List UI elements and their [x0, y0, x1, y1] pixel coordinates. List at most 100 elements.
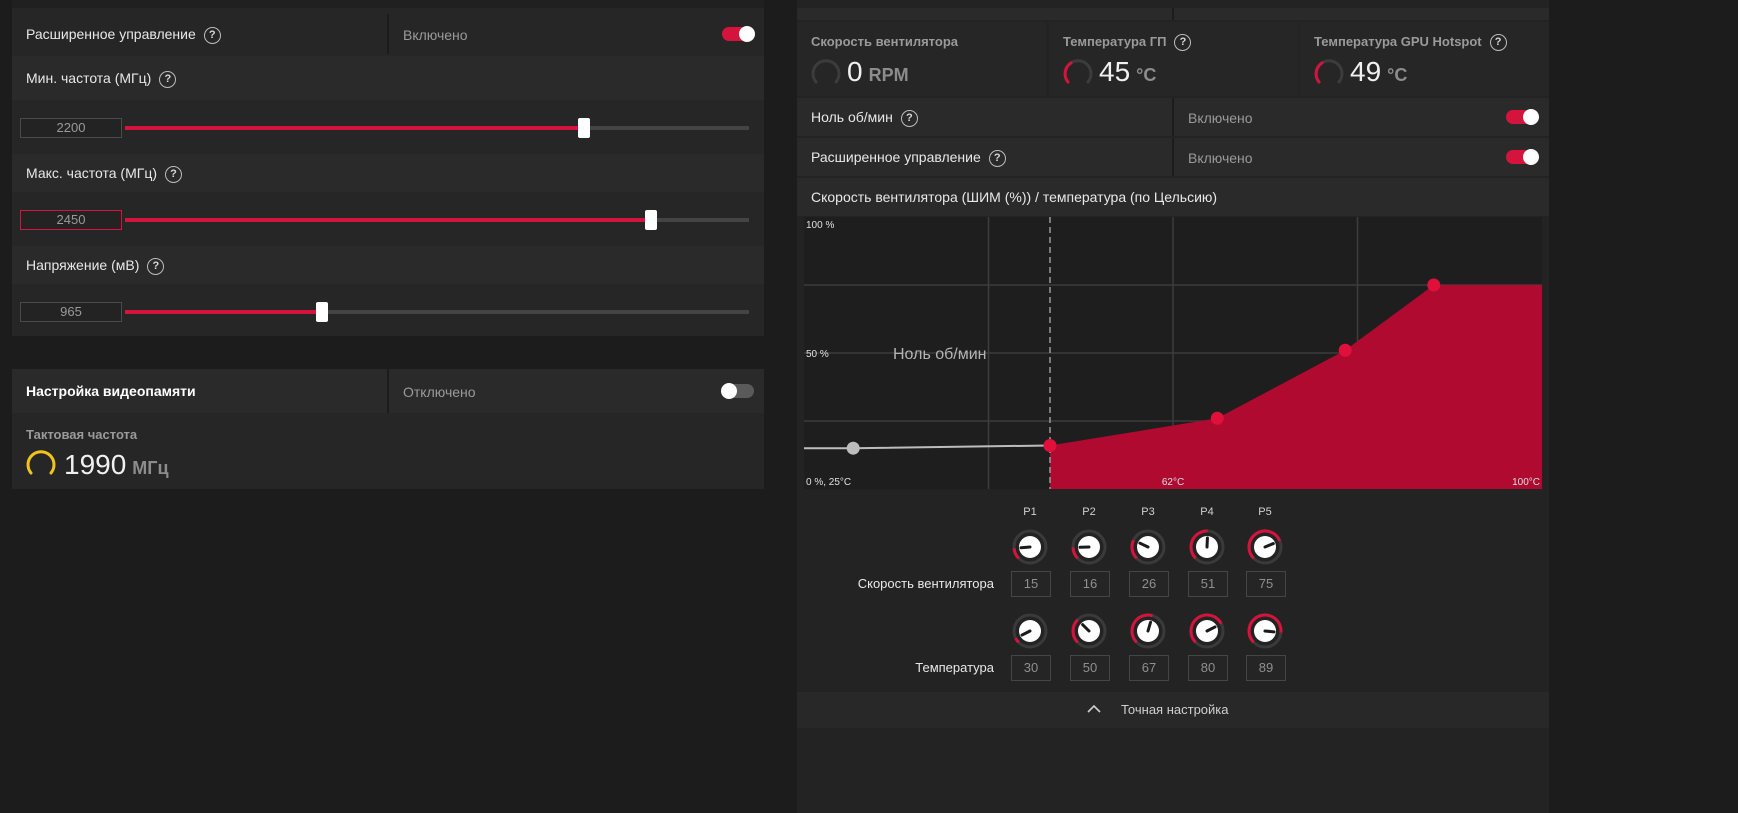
fan-stat-value: 49: [1350, 56, 1382, 87]
slider-thumb[interactable]: [315, 302, 328, 322]
fan-curve-area: [1050, 285, 1542, 489]
divider: [1172, 8, 1174, 20]
zero-rpm-label: Ноль об/мин?: [811, 109, 918, 127]
vram-clock-readout: 1990 МГц: [64, 449, 169, 481]
speed-knob[interactable]: [1069, 527, 1109, 567]
help-icon[interactable]: ?: [159, 70, 177, 88]
curve-point-inactive: [846, 441, 860, 455]
fan-stat-label: Скорость вентилятора: [811, 34, 958, 49]
slider-thumb[interactable]: [645, 210, 658, 230]
fan-stat-unit: °C: [1136, 65, 1157, 85]
advanced-control-label: Расширенное управление?: [26, 26, 221, 44]
advanced-control-row: Расширенное управление? Включено: [12, 14, 764, 54]
temp-knob[interactable]: [1245, 611, 1285, 651]
speed-value-box[interactable]: 51: [1188, 571, 1228, 597]
temp-knob[interactable]: [1069, 611, 1109, 651]
advanced-control-toggle[interactable]: [722, 26, 755, 42]
help-icon[interactable]: ?: [165, 165, 182, 183]
help-icon[interactable]: ?: [900, 109, 918, 127]
stat-gauge-icon: [1314, 59, 1344, 84]
speed-value-box[interactable]: 26: [1129, 571, 1169, 597]
vram-title: Настройка видеопамяти: [26, 383, 196, 399]
divider: [387, 14, 389, 54]
vram-status: Отключено: [403, 384, 476, 400]
min-freq-header: Мин. частота (МГц)?: [12, 56, 764, 100]
help-icon[interactable]: ?: [203, 26, 221, 44]
temp-value-box[interactable]: 80: [1188, 655, 1228, 681]
min-freq-slider[interactable]: [125, 118, 749, 138]
temp-value-box[interactable]: 67: [1129, 655, 1169, 681]
voltage-text: Напряжение (мВ): [26, 257, 140, 273]
advanced-control-text: Расширенное управление: [26, 26, 196, 42]
stat-gauge-icon: [1063, 59, 1093, 84]
speed-row-label: Скорость вентилятора: [857, 576, 994, 591]
fan-curve-title: Скорость вентилятора (ШИМ (%)) / темпера…: [811, 189, 1218, 205]
fan-stat-tile: Температура ГП? 45 °C: [1049, 22, 1298, 96]
divider: [1172, 98, 1174, 136]
fan-stat-label: Температура ГП?: [1063, 34, 1192, 52]
fan-advanced-control-text: Расширенное управление: [811, 149, 981, 165]
speed-value-box[interactable]: 16: [1070, 571, 1110, 597]
x-axis-mid-label: 62°C: [1162, 477, 1184, 488]
min-freq-input[interactable]: 2200: [20, 118, 122, 138]
fine-tune-button[interactable]: Точная настройка: [797, 692, 1549, 728]
vram-clock-label: Тактовая частота: [26, 427, 138, 442]
temp-row-label: Температура: [915, 660, 994, 675]
voltage-slider[interactable]: [125, 302, 749, 322]
speed-knob[interactable]: [1010, 527, 1050, 567]
max-freq-slider[interactable]: [125, 210, 749, 230]
speed-knob[interactable]: [1187, 527, 1227, 567]
fan-stat-label-text: Температура ГП: [1063, 34, 1167, 49]
fan-advanced-control-toggle[interactable]: [1506, 149, 1539, 165]
fan-stat-label-text: Температура GPU Hotspot: [1314, 34, 1482, 49]
fan-stat-unit: °C: [1387, 65, 1408, 85]
voltage-input[interactable]: 965: [20, 302, 122, 322]
temp-value-box[interactable]: 30: [1011, 655, 1051, 681]
temp-knob[interactable]: [1128, 611, 1168, 651]
temp-knob[interactable]: [1187, 611, 1227, 651]
help-icon[interactable]: ?: [1174, 34, 1192, 52]
fan-advanced-control-label: Расширенное управление?: [811, 149, 1006, 167]
vram-toggle[interactable]: [721, 383, 754, 399]
point-header: P3: [1141, 506, 1155, 518]
stat-gauge-icon: [811, 59, 841, 84]
speed-knob[interactable]: [1128, 527, 1168, 567]
temp-knob[interactable]: [1010, 611, 1050, 651]
vram-clock-value: 1990: [64, 449, 127, 480]
y-axis-top-label: 100 %: [806, 220, 834, 231]
min-freq-control: 2200: [12, 102, 764, 152]
advanced-control-status: Включено: [403, 27, 468, 43]
max-freq-label: Макс. частота (МГц)?: [26, 165, 182, 183]
slider-thumb[interactable]: [577, 118, 590, 138]
fan-advanced-control-row: Расширенное управление? Включено: [797, 138, 1549, 176]
x-axis-max-label: 100°C: [1512, 477, 1540, 488]
zero-rpm-status: Включено: [1188, 110, 1253, 126]
speed-knob[interactable]: [1245, 527, 1285, 567]
point-header: P5: [1258, 506, 1272, 518]
y-axis-mid-label: 50 %: [806, 349, 829, 360]
max-freq-input[interactable]: 2450: [20, 210, 122, 230]
point-header: P2: [1082, 506, 1096, 518]
speed-value-box[interactable]: 75: [1246, 571, 1286, 597]
fan-stat-readout: 49 °C: [1350, 56, 1407, 88]
zero-rpm-toggle[interactable]: [1506, 109, 1539, 125]
min-freq-label: Мин. частота (МГц)?: [26, 70, 177, 88]
max-freq-control: 2450: [12, 194, 764, 244]
voltage-control: 965: [12, 286, 764, 336]
panel-top-edge: [12, 0, 764, 8]
fan-stat-tile: Скорость вентилятора 0 RPM: [797, 22, 1046, 96]
vram-header: Настройка видеопамяти Отключено: [12, 369, 764, 413]
fan-curve-chart[interactable]: 100 % 50 % 0 %, 25°C 62°C 100°C Ноль об/мин: [804, 217, 1542, 489]
help-icon[interactable]: ?: [147, 257, 165, 275]
fan-stat-label: Температура GPU Hotspot?: [1314, 34, 1507, 52]
speed-value-box[interactable]: 15: [1011, 571, 1051, 597]
temp-value-box[interactable]: 89: [1246, 655, 1286, 681]
zero-rpm-text: Ноль об/мин: [811, 109, 893, 125]
voltage-label: Напряжение (мВ)?: [26, 257, 165, 275]
fan-stat-tile: Температура GPU Hotspot? 49 °C: [1300, 22, 1549, 96]
help-icon[interactable]: ?: [988, 149, 1006, 167]
help-icon[interactable]: ?: [1489, 34, 1507, 52]
clock-gauge-icon: [26, 450, 56, 475]
curve-point: [1043, 438, 1057, 452]
temp-value-box[interactable]: 50: [1070, 655, 1110, 681]
